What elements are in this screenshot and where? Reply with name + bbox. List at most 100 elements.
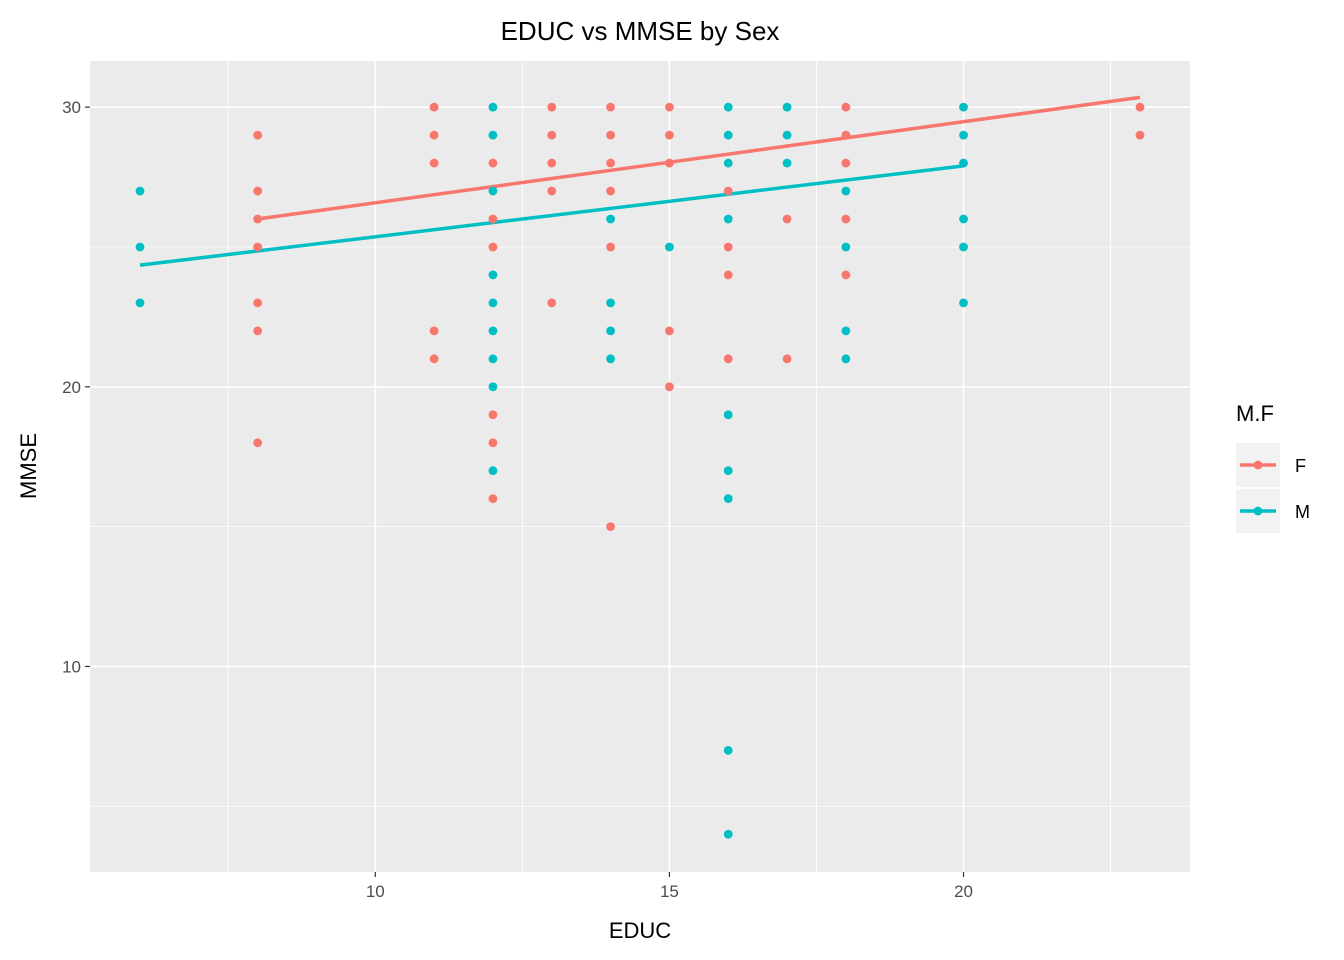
data-point-f [429,326,439,336]
trend-line-f [257,95,1141,221]
data-point-f [253,438,263,448]
data-point-m [723,102,733,112]
data-point-f [253,186,263,196]
data-point-f [665,130,674,140]
legend-label-m: M [1295,502,1310,522]
data-point-m [488,326,498,336]
data-point-m [959,242,968,252]
data-point-f [841,130,851,140]
data-point-m [488,186,498,196]
data-point-f [253,298,263,308]
data-point-f [841,214,851,224]
plot-title: EDUC vs MMSE by Sex [501,16,780,46]
x-axis-ticks: 10 15 20 [366,872,973,901]
data-point-m [606,214,615,224]
data-point-f [665,326,674,336]
data-point-m [723,466,733,476]
data-point-f [723,354,733,364]
data-point-f [253,130,263,140]
data-point-f [782,214,792,224]
data-point-m [841,326,851,336]
data-point-f [253,214,263,224]
x-axis-title: EDUC [609,918,671,943]
data-point-m [606,354,615,364]
data-point-m [782,158,792,168]
data-point-m [606,298,615,308]
legend-label-f: F [1295,456,1306,476]
grid-minor [90,61,1190,872]
data-point-f [606,242,615,252]
data-point-m [488,130,498,140]
data-point-m [665,242,674,252]
data-point-f [488,494,498,504]
data-point-m [959,102,968,112]
legend-key-point-f [1253,460,1263,470]
y-tick-label: 30 [62,98,81,117]
data-point-f [253,326,263,336]
data-point-m [959,158,968,168]
data-point-f [1135,130,1145,140]
data-point-f [723,270,733,280]
data-point-f [253,242,263,252]
data-point-f [606,130,615,140]
data-point-f [547,298,557,308]
y-tick-label: 20 [62,378,81,397]
grid-major [90,61,1190,872]
data-point-f [723,186,733,196]
data-point-f [429,102,439,112]
data-point-f [488,438,498,448]
data-point-m [488,466,498,476]
data-point-m [959,214,968,224]
data-point-f [547,130,557,140]
legend-key-point-m [1253,506,1263,516]
data-point-m [723,214,733,224]
data-point-m [782,130,792,140]
data-point-m [841,186,851,196]
data-point-f [723,242,733,252]
data-point-f [841,158,851,168]
data-point-f [606,186,615,196]
data-point-m [135,298,145,308]
data-point-f [841,270,851,280]
y-axis-title: MMSE [16,433,41,499]
data-point-f [665,158,674,168]
data-point-m [959,298,968,308]
x-tick-label: 20 [954,882,973,901]
plot-panel [90,61,1190,872]
data-point-m [488,382,498,392]
data-points [135,102,1145,839]
data-point-f [547,102,557,112]
data-point-f [606,158,615,168]
y-tick-label: 10 [62,657,81,676]
data-point-f [429,158,439,168]
data-point-f [488,214,498,224]
data-point-f [488,242,498,252]
x-tick-label: 10 [366,882,385,901]
data-point-m [135,242,145,252]
data-point-f [606,522,615,532]
trend-lines [139,95,1141,267]
data-point-m [959,130,968,140]
data-point-f [488,158,498,168]
data-point-m [488,102,498,112]
data-point-m [782,102,792,112]
data-point-m [135,186,145,196]
data-point-f [606,102,615,112]
data-point-m [723,494,733,504]
data-point-m [841,354,851,364]
data-point-f [547,158,557,168]
data-point-f [429,354,439,364]
data-point-m [723,829,733,839]
data-point-m [841,242,851,252]
x-tick-label: 15 [660,882,679,901]
legend: M.F F M [1236,401,1310,533]
data-point-f [547,186,557,196]
data-point-f [429,130,439,140]
data-point-m [606,326,615,336]
data-point-f [782,354,792,364]
y-axis-ticks: 10 20 30 [62,98,90,676]
data-point-f [841,102,851,112]
data-point-f [665,102,674,112]
data-point-m [723,410,733,420]
